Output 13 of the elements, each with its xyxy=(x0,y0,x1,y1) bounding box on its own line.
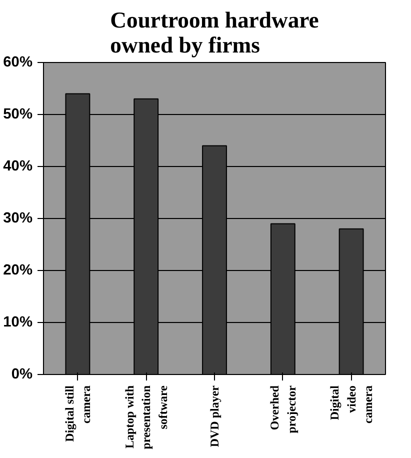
y-tick-label: 50% xyxy=(3,106,33,122)
x-tick-label: Digital still camera xyxy=(62,384,94,442)
chart-title: Courtroom hardware owned by firms xyxy=(110,8,319,58)
y-tick-label: 30% xyxy=(3,210,33,226)
y-tick-label: 10% xyxy=(3,314,33,330)
x-tick-label: Overhed projector xyxy=(268,384,298,434)
y-tick-label: 60% xyxy=(3,54,33,70)
y-tick-label: 0% xyxy=(11,366,33,382)
y-tick-label: 40% xyxy=(3,158,33,174)
x-tick-label: Digital video camera xyxy=(328,384,376,424)
y-tick-label: 20% xyxy=(3,262,33,278)
x-tick-label: Laptop with presentation software xyxy=(122,384,170,450)
x-tick-label: DVD player xyxy=(208,384,222,448)
